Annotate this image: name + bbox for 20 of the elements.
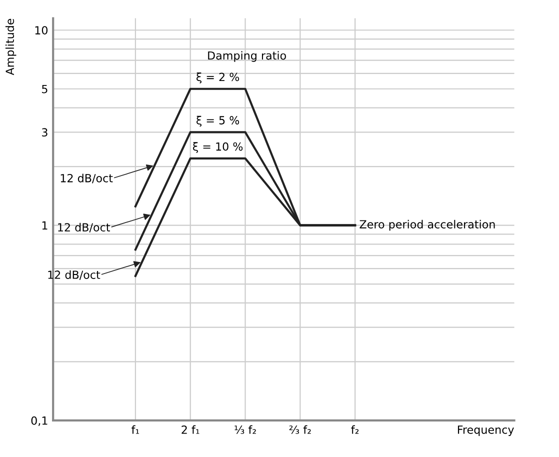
- text: Frequency: [458, 426, 514, 436]
- series-label: ξ = 10 %: [192, 142, 243, 153]
- annotation: Damping ratio: [208, 51, 286, 62]
- x-tick-label: ⅓ f₂: [234, 425, 256, 434]
- x-tick-label: f₂: [351, 425, 359, 434]
- x-tick-label: f₁: [132, 425, 140, 434]
- annotation: Zero period acceleration: [360, 220, 495, 231]
- series-label: ξ = 5 %: [196, 116, 240, 127]
- annotation: 12 dB/oct: [58, 222, 110, 232]
- annotation: 12 dB/oct: [60, 174, 113, 184]
- x-tick-label: 2 f₁: [182, 425, 200, 434]
- series-label: ξ = 2 %: [196, 72, 240, 84]
- text: 12 dB/oct: [48, 270, 100, 280]
- y-axis-title: Amplitude: [5, 18, 16, 76]
- y-tick-label: 3: [42, 128, 48, 137]
- y-tick-label: 5: [42, 84, 48, 94]
- y-tick-label: 10: [35, 26, 48, 35]
- x-tick-label: ⅔ f₂: [289, 425, 311, 434]
- y-tick-label: 0,1: [31, 416, 48, 426]
- y-tick-label: 1: [42, 221, 48, 230]
